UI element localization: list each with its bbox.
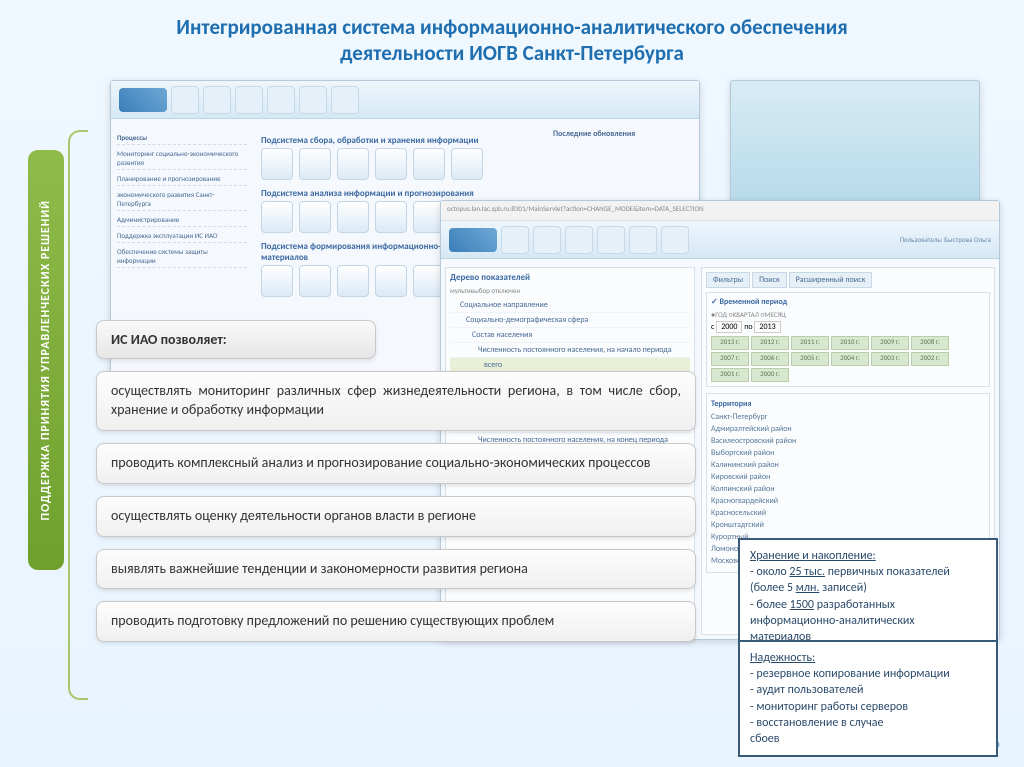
logo-icon xyxy=(119,88,167,112)
app-icon[interactable] xyxy=(451,148,483,180)
section-title: Подсистема анализа информации и прогнози… xyxy=(261,188,543,199)
tab-filters[interactable]: Фильтры xyxy=(706,272,750,288)
toolbar-button[interactable] xyxy=(533,226,561,254)
year-button[interactable]: 2000 г. xyxy=(751,368,789,382)
section-title: Подсистема сбора, обработки и хранения и… xyxy=(261,135,543,146)
mock-toolbar: Пользователь: Быстрова Ольга xyxy=(441,221,999,259)
territory-item[interactable]: Колпинский район xyxy=(711,483,985,495)
year-button[interactable]: 2001 г. xyxy=(711,368,749,382)
logo-icon xyxy=(449,228,497,252)
year-button[interactable]: 2011 г. xyxy=(791,336,829,350)
bracket-decoration xyxy=(68,130,88,700)
toolbar-button[interactable] xyxy=(267,86,295,114)
app-icon[interactable] xyxy=(375,201,407,233)
toolbar-button[interactable] xyxy=(629,226,657,254)
year-button[interactable]: 2008 г. xyxy=(911,336,949,350)
year-button[interactable]: 2006 г. xyxy=(751,352,789,366)
callout-item: проводить подготовку предложений по реше… xyxy=(96,601,696,642)
year-button[interactable]: 2004 г. xyxy=(831,352,869,366)
callout-header: ИС ИАО позволяет: xyxy=(96,320,376,359)
year-button[interactable]: 2009 г. xyxy=(871,336,909,350)
callout-list: ИС ИАО позволяет: осуществлять мониторин… xyxy=(96,320,696,654)
tab-search[interactable]: Поиск xyxy=(752,272,787,288)
updates-panel: Последние обновления xyxy=(553,129,693,139)
territory-item[interactable]: Кронштадтский xyxy=(711,519,985,531)
territory-item[interactable]: Санкт-Петербург xyxy=(711,411,985,423)
storage-info-box: Хранение и накопление: - около 25 тыс. п… xyxy=(738,538,998,655)
year-button[interactable]: 2012 г. xyxy=(751,336,789,350)
app-icon[interactable] xyxy=(375,148,407,180)
year-button[interactable]: 2013 г. xyxy=(711,336,749,350)
year-button[interactable]: 2010 г. xyxy=(831,336,869,350)
app-icon[interactable] xyxy=(261,201,293,233)
toolbar-button[interactable] xyxy=(203,86,231,114)
mock-process-list: Процессы Мониторинг социально-экономичес… xyxy=(117,129,247,272)
app-icon[interactable] xyxy=(413,148,445,180)
toolbar-button[interactable] xyxy=(299,86,327,114)
toolbar-button[interactable] xyxy=(565,226,593,254)
sidebar-vertical-label: ПОДДЕРЖКА ПРИНЯТИЯ УПРАВЛЕНЧЕСКИХ РЕШЕНИ… xyxy=(28,150,64,570)
app-icon[interactable] xyxy=(337,201,369,233)
territory-item[interactable]: Калининский район xyxy=(711,459,985,471)
territory-item[interactable]: Красногвардейский xyxy=(711,495,985,507)
territory-item[interactable]: Кировский район xyxy=(711,471,985,483)
app-icon[interactable] xyxy=(299,201,331,233)
callout-item: проводить комплексный анализ и прогнозир… xyxy=(96,443,696,484)
territory-item[interactable]: Василеостровский район xyxy=(711,435,985,447)
toolbar-button[interactable] xyxy=(235,86,263,114)
territory-item[interactable]: Красносельский xyxy=(711,507,985,519)
tab-advsearch[interactable]: Расширенный поиск xyxy=(789,272,873,288)
address-bar[interactable]: octopus.lan.lac.spb.ru:8301/MainServlet?… xyxy=(441,201,999,221)
toolbar-button[interactable] xyxy=(597,226,625,254)
app-icon[interactable] xyxy=(261,265,293,297)
toolbar-button[interactable] xyxy=(501,226,529,254)
app-icon[interactable] xyxy=(375,265,407,297)
year-button[interactable]: 2005 г. xyxy=(791,352,829,366)
tree-item[interactable]: Социальное направление xyxy=(450,298,690,313)
app-icon[interactable] xyxy=(337,265,369,297)
app-icon[interactable] xyxy=(299,265,331,297)
year-button[interactable]: 2007 г. xyxy=(711,352,749,366)
period-box: ✓ Временной период ●ГОД ○КВАРТАЛ ○МЕСЯЦ … xyxy=(706,292,990,387)
reliability-info-box: Надежность: - резервное копирование инфо… xyxy=(738,640,998,757)
toolbar-button[interactable] xyxy=(661,226,689,254)
territory-item[interactable]: Выборгский район xyxy=(711,447,985,459)
callout-item: выявлять важнейшие тенденции и закономер… xyxy=(96,549,696,590)
year-button[interactable]: 2003 г. xyxy=(871,352,909,366)
slide-title: Интегрированная система информационно-ан… xyxy=(0,0,1024,73)
app-icon[interactable] xyxy=(299,148,331,180)
callout-item: осуществлять оценку деятельности органов… xyxy=(96,496,696,537)
app-icon[interactable] xyxy=(261,148,293,180)
territory-item[interactable]: Адмиралтейский район xyxy=(711,423,985,435)
app-icon[interactable] xyxy=(337,148,369,180)
year-button[interactable]: 2002 г. xyxy=(911,352,949,366)
toolbar-button[interactable] xyxy=(171,86,199,114)
toolbar-button[interactable] xyxy=(331,86,359,114)
callout-item: осуществлять мониторинг различных сфер ж… xyxy=(96,371,696,431)
mock-toolbar xyxy=(111,81,699,119)
